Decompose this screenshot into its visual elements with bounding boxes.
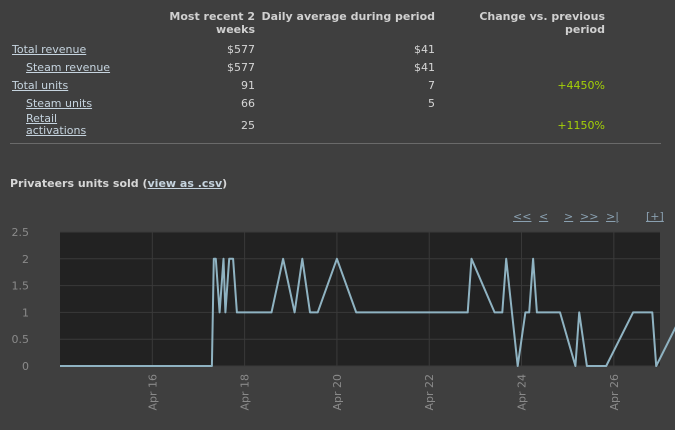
- nav-next-button[interactable]: >: [564, 210, 574, 223]
- cell-avg: $41: [414, 42, 435, 56]
- y-tick-label: 1: [22, 306, 29, 319]
- total-revenue-link[interactable]: Total revenue: [12, 42, 87, 56]
- units-series-line: [60, 257, 675, 367]
- cell-recent: $577: [227, 42, 255, 56]
- x-tick-label: Apr 20: [331, 374, 344, 411]
- steam-revenue-link[interactable]: Steam revenue: [26, 60, 111, 74]
- cell-change: [437, 40, 607, 58]
- y-axis: 0 0.5 1 1.5 2 2.5: [12, 226, 30, 373]
- nav-first-button[interactable]: <<: [513, 210, 532, 223]
- y-tick-label: 0.5: [12, 333, 30, 346]
- y-tick-label: 1.5: [12, 280, 30, 293]
- cell-avg: $41: [414, 60, 435, 74]
- x-tick-label: Apr 24: [516, 374, 529, 411]
- y-tick-label: 2.5: [12, 226, 30, 239]
- chart-title-suffix: ): [222, 177, 228, 190]
- x-axis: Apr 16 Apr 18 Apr 20 Apr 22 Apr 24 Apr 26: [146, 374, 621, 411]
- view-csv-link[interactable]: view as .csv: [147, 177, 223, 190]
- cell-recent: $577: [227, 60, 255, 74]
- y-tick-label: 2: [22, 253, 29, 266]
- x-tick-label: Apr 22: [423, 374, 436, 411]
- y-tick-label: 0: [22, 360, 29, 373]
- steam-units-link[interactable]: Steam units: [26, 96, 93, 110]
- table-row: Steam revenue $577 $41: [10, 58, 660, 76]
- cell-recent: 66: [241, 96, 255, 110]
- summary-header-row: Most recent 2 weeks Daily average during…: [10, 10, 660, 40]
- table-row: Retail activations 25 +1150%: [10, 112, 660, 138]
- x-tick-label: Apr 26: [608, 374, 621, 411]
- cell-avg: [257, 112, 437, 138]
- cell-avg: 7: [428, 78, 435, 92]
- cell-avg: 5: [428, 96, 435, 110]
- summary-table: Most recent 2 weeks Daily average during…: [10, 10, 660, 138]
- plot-area: [60, 232, 660, 366]
- units-sold-chart: 00.511.522.5 Apr 16 Apr 18 Apr 20 Apr 22 Apr…: [12, 226, 675, 411]
- nav-prev-button[interactable]: <: [539, 210, 549, 223]
- cell-change: +1150%: [557, 118, 605, 132]
- header-empty: [10, 10, 160, 40]
- header-daily-average: Daily average during period: [261, 10, 435, 23]
- cell-change: +4450%: [557, 78, 605, 92]
- cell-recent: 25: [241, 118, 255, 132]
- table-row: Total units 91 7 +4450%: [10, 76, 660, 94]
- header-recent: Most recent 2 weeks: [169, 10, 255, 36]
- x-tick-label: Apr 16: [146, 374, 159, 411]
- table-divider: [10, 143, 661, 144]
- chart-section-title: Privateers units sold (view as .csv): [10, 177, 227, 190]
- chart-title-text: Privateers units sold (: [10, 177, 148, 190]
- cell-change: [437, 58, 607, 76]
- nav-forward-button[interactable]: >>: [580, 210, 599, 223]
- expand-chart-button[interactable]: [+]: [646, 210, 664, 223]
- chart-series: [60, 257, 675, 367]
- retail-activations-link[interactable]: Retail activations: [26, 112, 87, 137]
- total-units-link[interactable]: Total units: [12, 78, 69, 92]
- table-row: Steam units 66 5: [10, 94, 660, 112]
- cell-recent: 91: [241, 78, 255, 92]
- header-change: Change vs. previous period: [479, 10, 605, 36]
- nav-last-button[interactable]: >|: [606, 210, 619, 223]
- table-row: Total revenue $577 $41: [10, 40, 660, 58]
- x-tick-label: Apr 18: [239, 374, 252, 411]
- cell-change: [437, 94, 607, 112]
